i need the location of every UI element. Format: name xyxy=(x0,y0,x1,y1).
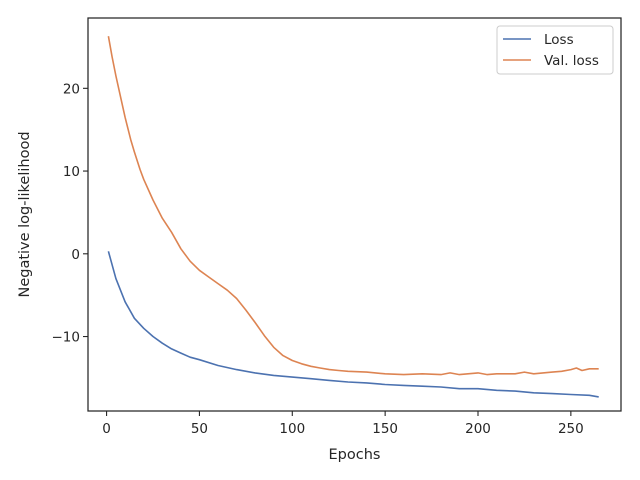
series-line-1 xyxy=(107,36,599,376)
legend: Loss Val. loss xyxy=(496,25,614,75)
legend-box xyxy=(496,25,614,75)
x-axis-title: Epochs xyxy=(329,447,381,463)
x-tick-label: 200 xyxy=(465,421,491,437)
x-tick-label: 100 xyxy=(279,421,305,437)
y-tick-label: −10 xyxy=(52,330,81,346)
legend-label-1: Val. loss xyxy=(544,53,599,69)
y-tick-label: 20 xyxy=(63,81,80,97)
y-axis-title: Negative log-likelihood xyxy=(17,131,33,297)
x-tick-label: 150 xyxy=(372,421,398,437)
y-tick-label: 10 xyxy=(63,164,80,180)
x-tick-label: 250 xyxy=(558,421,584,437)
legend-label-0: Loss xyxy=(544,32,574,48)
y-tick-label: 0 xyxy=(71,247,80,263)
ticks-layer: 0 50 100 150 200 250 −10 0 10 20 xyxy=(52,81,584,437)
series-layer xyxy=(107,36,599,398)
x-tick-label: 0 xyxy=(102,421,111,437)
x-tick-label: 50 xyxy=(191,421,208,437)
axes-frame xyxy=(87,17,622,412)
series-line-0 xyxy=(107,251,599,398)
